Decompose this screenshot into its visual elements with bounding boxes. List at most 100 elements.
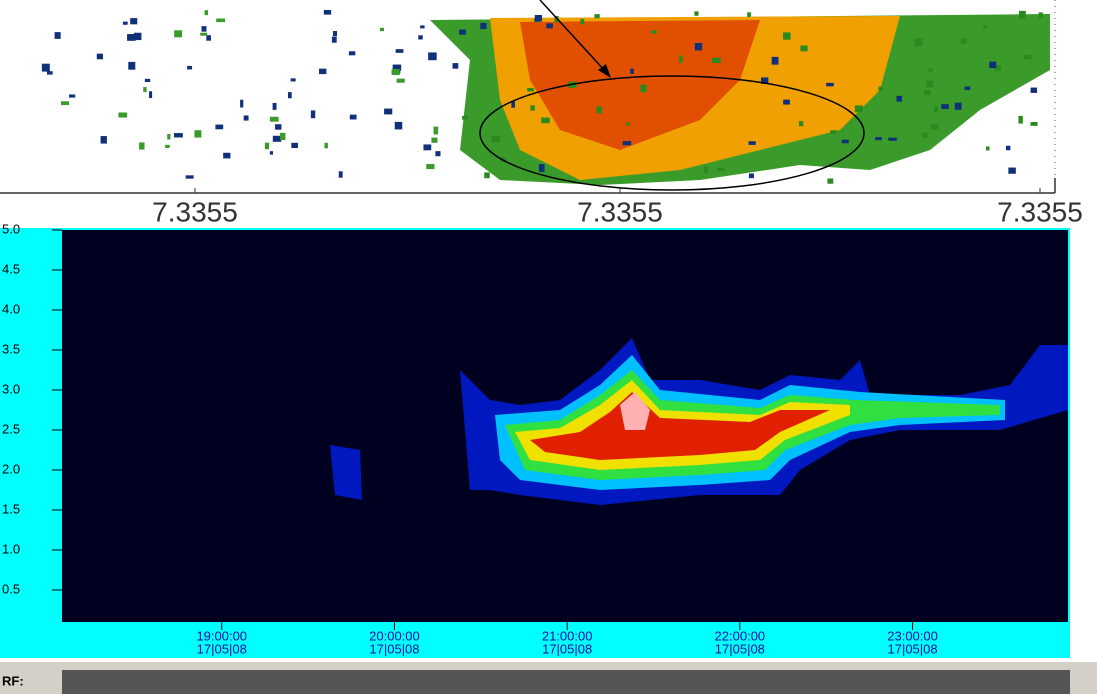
speckle: [703, 166, 709, 174]
status-label: RF:: [2, 673, 24, 688]
speckle: [596, 106, 602, 114]
speckle: [47, 71, 53, 75]
speckle: [826, 82, 834, 87]
y-tick-label: 3.5: [2, 341, 20, 356]
x-axis: 19:00:0017|05|0820:00:0017|05|0821:00:00…: [196, 622, 938, 656]
speckle: [1038, 12, 1043, 19]
speckle: [243, 115, 249, 121]
speckle: [1008, 167, 1016, 174]
speckle: [216, 18, 226, 23]
speckle: [275, 124, 282, 130]
speckle: [830, 130, 837, 134]
x-tick-sublabel: 17|05|08: [715, 641, 765, 656]
speckle: [511, 101, 515, 108]
speckle: [747, 12, 751, 17]
speckle: [264, 142, 270, 150]
band-core: [620, 392, 650, 430]
y-tick-label: 2.5: [2, 421, 20, 436]
speckle: [694, 11, 699, 16]
speckle: [480, 22, 487, 30]
y-tick-label: 4.0: [2, 301, 20, 316]
band-red: [530, 392, 830, 460]
y-tick-label: 0.5: [2, 581, 20, 596]
speckle: [392, 64, 402, 71]
x-tick-label: 22:00:00: [715, 628, 766, 643]
speckle: [924, 90, 931, 96]
y-tick-label: 1.0: [2, 541, 20, 556]
speckle: [331, 36, 337, 43]
speckle: [930, 124, 939, 130]
speckle: [783, 32, 791, 40]
speckle: [433, 126, 439, 135]
speckle: [338, 171, 343, 178]
speckle: [783, 99, 790, 105]
x-tick-label: 23:00:00: [887, 628, 938, 643]
speckle: [384, 108, 393, 115]
y-tick-label: 1.5: [2, 501, 20, 516]
speckle: [983, 25, 987, 29]
speckle: [431, 137, 438, 143]
speckle: [287, 92, 292, 99]
speckle: [748, 173, 754, 179]
speckle: [396, 78, 405, 83]
speckle: [200, 32, 208, 36]
speckle: [928, 68, 933, 72]
speckle: [349, 114, 357, 120]
echogram: 7.3355 7.3355 7.3355: [0, 0, 1083, 227]
speckle: [541, 117, 550, 124]
speckle: [149, 91, 153, 99]
speckle: [941, 104, 949, 109]
speckle: [127, 34, 136, 41]
x-tick-sublabel: 17|05|08: [887, 641, 937, 656]
speckle: [201, 26, 207, 32]
speckle: [41, 63, 50, 72]
speckle: [324, 142, 328, 149]
speckle: [194, 130, 202, 138]
speckle: [711, 57, 721, 63]
speckle: [896, 95, 903, 102]
speckle: [878, 86, 884, 91]
speckle: [100, 136, 107, 144]
speckle: [452, 63, 459, 69]
speckle: [922, 132, 928, 139]
speckle: [290, 78, 296, 82]
speckle: [761, 77, 769, 84]
speckle: [118, 112, 128, 118]
speckle: [626, 122, 630, 126]
speckle: [272, 102, 277, 110]
speckle: [144, 78, 151, 82]
speckle: [269, 151, 274, 155]
speckle: [771, 56, 779, 65]
speckle: [143, 87, 147, 93]
band-blue: [330, 445, 362, 500]
speckle: [798, 120, 804, 127]
speckle: [995, 65, 1002, 71]
echo-red: [520, 20, 760, 150]
x-tick-label: 20:00:00: [369, 628, 420, 643]
speckle: [428, 52, 437, 61]
x-tick-label: 7.3355: [152, 196, 238, 227]
x-tick-label: 21:00:00: [542, 628, 593, 643]
speckle: [310, 110, 316, 119]
speckle: [206, 35, 211, 41]
x-tick-label: 7.3355: [577, 196, 663, 227]
y-tick-label: 3.0: [2, 381, 20, 396]
speckle: [964, 86, 971, 90]
speckle: [291, 142, 299, 148]
speckle: [133, 32, 142, 41]
speckle: [622, 141, 632, 146]
speckle: [841, 139, 849, 144]
speckle: [240, 99, 244, 108]
speckle: [985, 146, 990, 151]
speckle: [462, 115, 468, 120]
speckle: [854, 105, 863, 113]
speckle: [323, 10, 332, 15]
speckle: [61, 101, 70, 106]
speckle: [187, 65, 193, 70]
speckle: [538, 164, 545, 172]
speckle: [748, 141, 756, 145]
speckle: [875, 137, 882, 141]
speckle: [827, 178, 834, 184]
speckle: [426, 164, 435, 170]
echo-speckle: [41, 10, 1043, 184]
